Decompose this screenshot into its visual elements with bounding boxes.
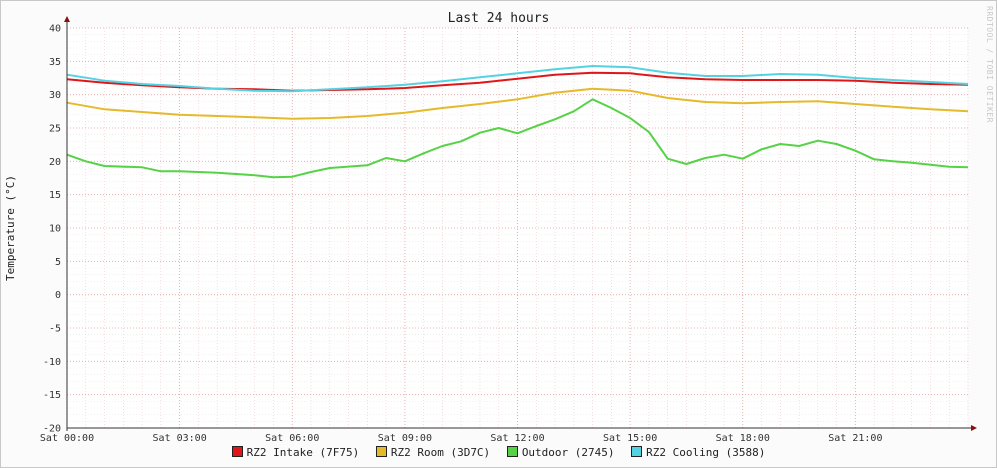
y-tick-label: 40 <box>49 24 61 35</box>
y-tick-label: 20 <box>49 157 61 168</box>
y-tick-label: 30 <box>49 90 61 101</box>
legend: RZ2 Intake (7F75) RZ2 Room (3D7C) Outdoo… <box>0 446 997 459</box>
x-axis-arrow <box>971 425 977 431</box>
legend-swatch-outdoor <box>506 446 518 457</box>
y-tick-label: -10 <box>43 357 61 368</box>
x-tick-label: Sat 00:00 <box>40 433 94 444</box>
legend-label-outdoor: Outdoor (2745) <box>521 446 615 459</box>
series-line-1 <box>66 87 969 120</box>
legend-label-intake: RZ2 Intake (7F75) <box>246 446 360 459</box>
legend-label-room: RZ2 Room (3D7C) <box>390 446 491 459</box>
legend-label-cooling: RZ2 Cooling (3588) <box>646 446 766 459</box>
y-tick-label: 5 <box>55 257 61 268</box>
y-tick-label: 0 <box>55 290 61 301</box>
series-line-3 <box>66 65 969 93</box>
legend-item-cooling: RZ2 Cooling (3588) <box>631 446 765 459</box>
x-tick-label: Sat 06:00 <box>265 433 319 444</box>
x-tick-label: Sat 18:00 <box>716 433 770 444</box>
chart-title: Last 24 hours <box>447 11 550 26</box>
series-line-2 <box>66 98 969 179</box>
x-tick-label: Sat 12:00 <box>490 433 544 444</box>
x-tick-label: Sat 21:00 <box>828 433 882 444</box>
x-tick-label: Sat 03:00 <box>153 433 207 444</box>
rrdtool-watermark: RRDTOOL / TOBI OETIKER <box>985 6 994 123</box>
y-tick-label: 15 <box>49 190 61 201</box>
y-tick-label: 10 <box>49 224 61 235</box>
y-tick-label: -5 <box>49 324 61 335</box>
legend-swatch-cooling <box>631 446 643 457</box>
legend-item-room: RZ2 Room (3D7C) <box>375 446 491 459</box>
y-axis-arrow <box>64 16 70 22</box>
y-tick-label: -20 <box>43 424 61 435</box>
legend-item-intake: RZ2 Intake (7F75) <box>231 446 360 459</box>
y-tick-label: 25 <box>49 124 61 135</box>
legend-swatch-intake <box>231 446 243 457</box>
x-tick-label: Sat 09:00 <box>378 433 432 444</box>
x-tick-label: Sat 15:00 <box>603 433 657 444</box>
legend-item-outdoor: Outdoor (2745) <box>506 446 615 459</box>
legend-swatch-room <box>375 446 387 457</box>
y-tick-label: -15 <box>43 390 61 401</box>
y-tick-label: 35 <box>49 57 61 68</box>
